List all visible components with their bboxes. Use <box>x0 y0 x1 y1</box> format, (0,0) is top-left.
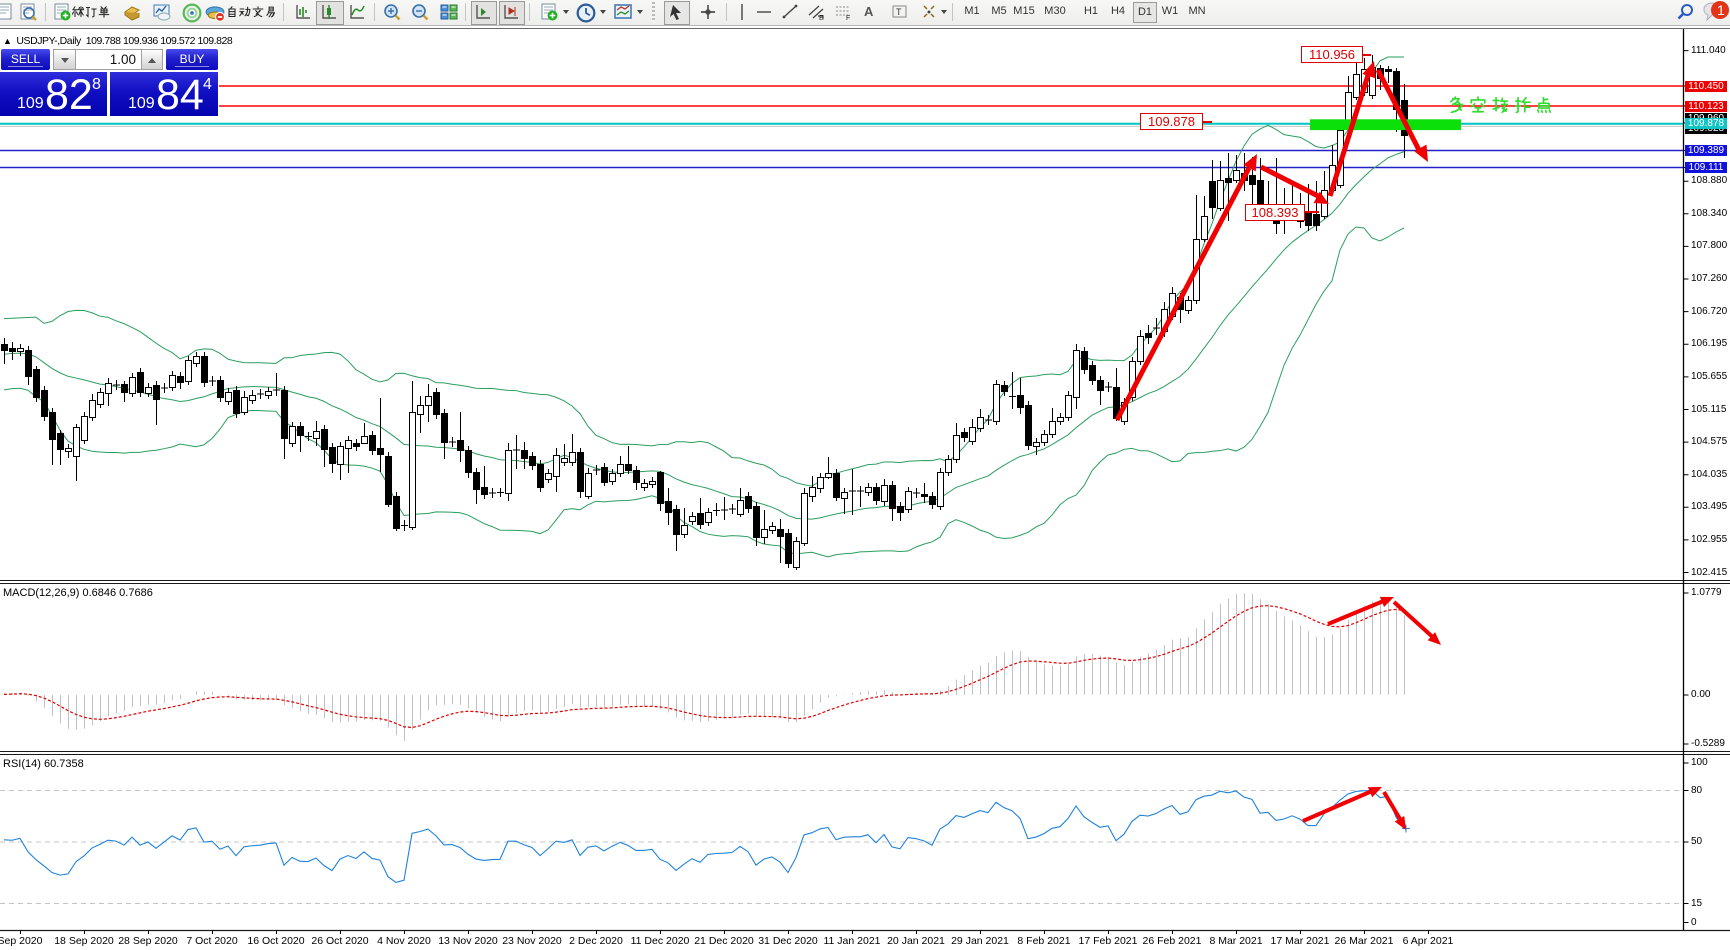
svg-text:T: T <box>896 7 902 17</box>
svg-text:F: F <box>846 15 850 21</box>
svg-text:1: 1 <box>1717 2 1725 18</box>
svg-text:E: E <box>819 15 824 21</box>
